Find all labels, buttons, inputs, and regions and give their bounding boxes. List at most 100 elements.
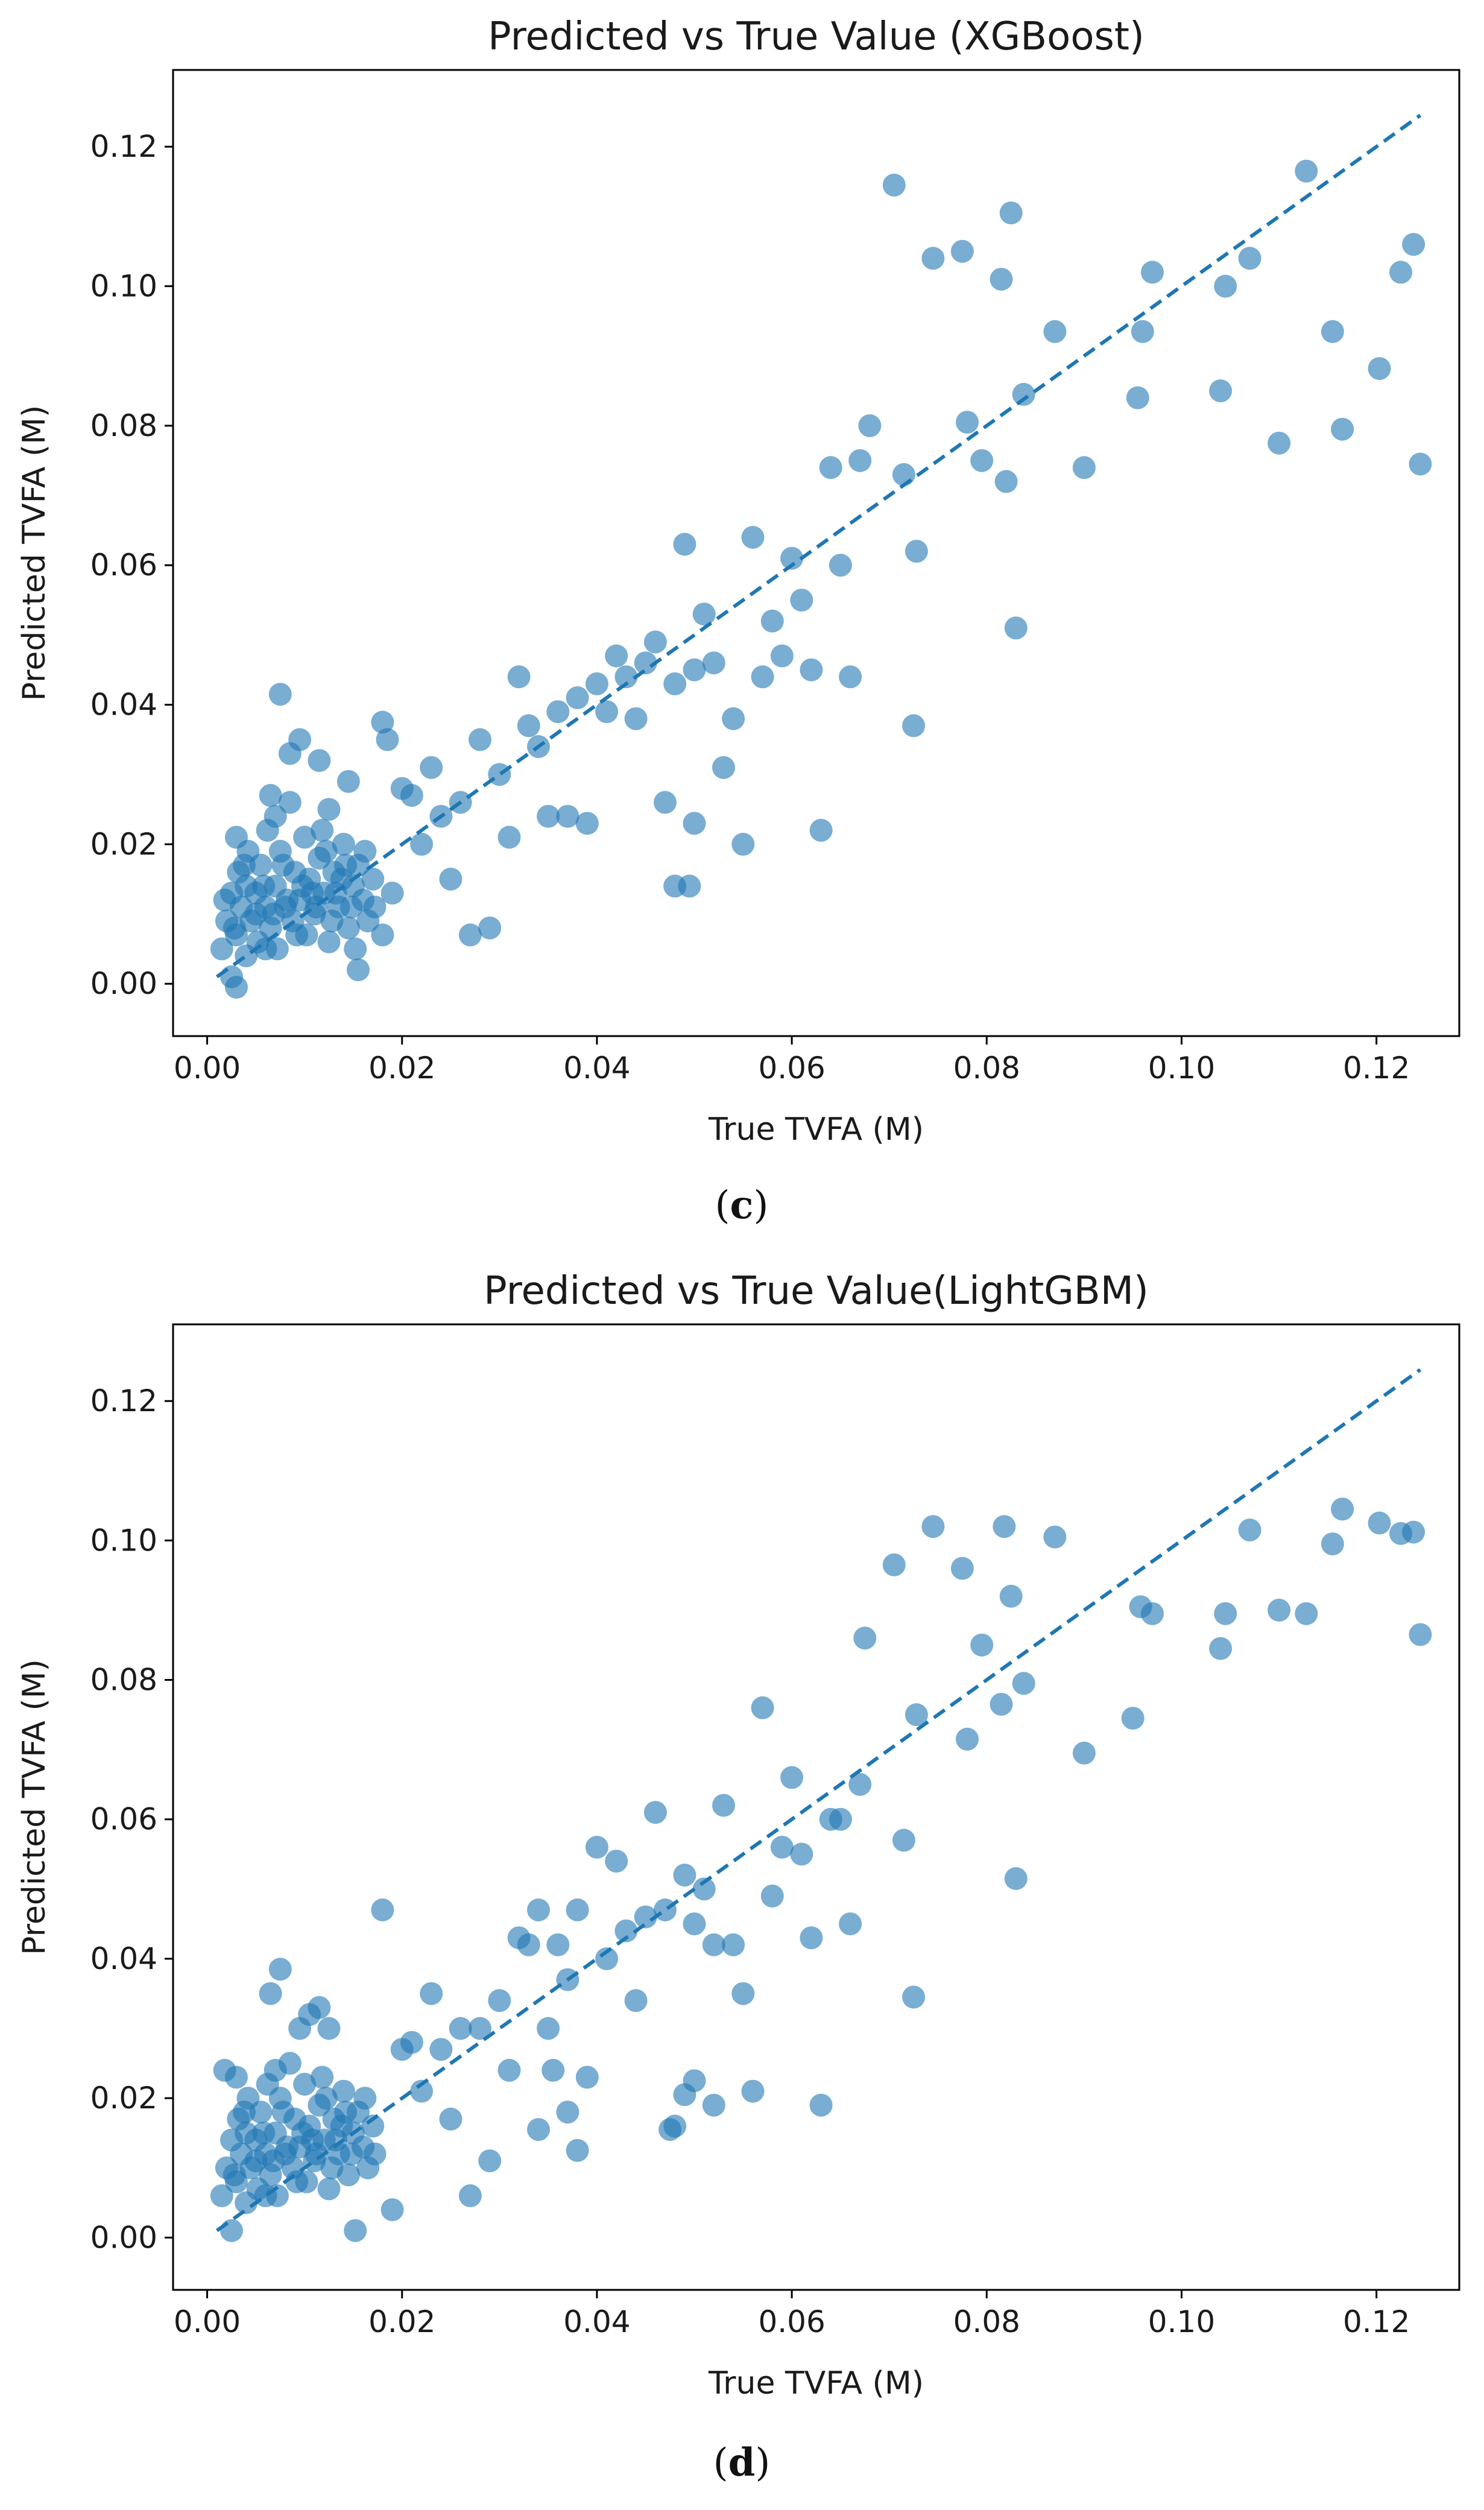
scatter-point — [244, 2149, 268, 2173]
scatter-point — [1214, 274, 1237, 298]
scatter-point — [542, 2058, 565, 2082]
scatter-point — [439, 2107, 463, 2131]
scatter-point — [278, 791, 302, 814]
y-axis-label: Predicted TVFA (M) — [16, 1659, 52, 1955]
scatter-point — [353, 2087, 377, 2110]
caption-letter: c — [730, 1183, 754, 1228]
scatter-point — [380, 881, 404, 905]
scatter-point — [225, 976, 248, 999]
scatter-point — [921, 247, 945, 270]
x-tick-label: 0.10 — [1148, 1051, 1215, 1086]
scatter-point — [994, 470, 1018, 493]
scatter-point — [819, 456, 842, 479]
scatter-point — [334, 2101, 357, 2124]
scatter-point — [575, 812, 599, 835]
scatter-point — [380, 2198, 404, 2222]
scatter-point — [546, 1933, 570, 1956]
scatter-point — [1402, 233, 1426, 256]
scatter-point — [902, 714, 926, 738]
y-tick-label: 0.10 — [90, 1523, 157, 1558]
x-tick-label: 0.08 — [953, 1051, 1020, 1086]
scatter-point — [678, 874, 701, 898]
scatter-point — [1238, 247, 1261, 270]
scatter-point — [1043, 1525, 1067, 1549]
scatter-point — [314, 839, 338, 863]
scatter-point — [332, 832, 355, 856]
scatter-point — [595, 1947, 619, 1970]
y-tick-label: 0.02 — [90, 2081, 157, 2116]
scatter-point — [970, 449, 994, 472]
scatter-point — [1141, 261, 1164, 284]
scatter-point — [882, 173, 906, 197]
scatter-point — [1268, 1598, 1291, 1622]
scatter-point — [527, 1898, 550, 1921]
scatter-point — [566, 2139, 589, 2162]
scatter-point — [223, 916, 246, 940]
scatter-point — [1409, 452, 1432, 476]
scatter-point — [478, 2149, 502, 2173]
scatter-point — [999, 1584, 1023, 1608]
scatter-point — [1012, 382, 1035, 406]
y-tick-label: 0.12 — [90, 1383, 157, 1418]
x-tick-label: 0.08 — [953, 2304, 1020, 2339]
scatter-point — [643, 1801, 667, 1824]
scatter-point — [905, 540, 928, 563]
scatter-point — [458, 923, 482, 947]
y-axis-label: Predicted TVFA (M) — [16, 405, 52, 701]
scatter-point — [233, 2101, 256, 2124]
scatter-point — [220, 2219, 243, 2242]
x-tick-label: 0.06 — [758, 2304, 825, 2339]
scatter-point — [614, 1919, 638, 1943]
scatter-point — [760, 609, 784, 633]
panel-caption: (d) — [713, 2440, 771, 2485]
scatter-point — [249, 853, 273, 877]
scatter-point — [478, 916, 502, 940]
scatter-point — [1043, 320, 1067, 343]
scatter-point — [1004, 1867, 1028, 1890]
scatter-point — [293, 826, 317, 849]
scatter-point — [361, 867, 385, 891]
scatter-point — [311, 2066, 334, 2089]
scatter-point — [741, 526, 765, 549]
scatter-point — [692, 602, 716, 626]
scatter-point — [892, 1829, 915, 1852]
scatter-point — [469, 2017, 491, 2040]
scatter-point — [956, 1727, 979, 1751]
scatter-point — [950, 1557, 974, 1580]
scatter-point — [400, 2031, 423, 2054]
scatter-point — [575, 2066, 599, 2089]
scatter-point — [848, 1772, 872, 1796]
scatter-point — [751, 1696, 774, 1719]
scatter-point — [556, 805, 579, 828]
scatter-point — [921, 1515, 945, 1538]
scatter-point — [252, 874, 276, 898]
scatter-point — [1268, 431, 1291, 455]
scatter-point — [585, 1836, 608, 1859]
scatter-point — [905, 1703, 928, 1727]
chart-panel-0: Predicted vs True Value (XGBoost) 0.00 0.0… — [16, 14, 1460, 1228]
scatter-point — [780, 546, 804, 570]
y-tick-label: 0.00 — [90, 966, 157, 1001]
scatter-point — [722, 707, 745, 730]
y-tick-label: 0.10 — [90, 269, 157, 304]
scatter-point — [410, 2079, 434, 2103]
scatter-point — [848, 449, 872, 472]
scatter-point — [770, 644, 794, 668]
scatter-point — [320, 909, 344, 933]
x-tick-label: 0.00 — [174, 2304, 241, 2339]
scatter-point — [308, 749, 331, 773]
caption-close: ) — [753, 1183, 768, 1228]
y-tick-label: 0.02 — [90, 827, 157, 862]
scatter-point — [712, 756, 735, 779]
scatter-point — [311, 818, 334, 842]
scatter-point — [1321, 320, 1344, 343]
scatter-point — [517, 1933, 540, 1956]
scatter-point — [990, 1693, 1013, 1716]
scatter-point — [347, 958, 370, 982]
scatter-point — [213, 2058, 236, 2082]
scatter-point — [410, 832, 434, 856]
scatter-point — [371, 1898, 394, 1921]
x-tick-label: 0.06 — [758, 1051, 825, 1086]
scatter-point — [683, 1912, 706, 1936]
scatter-point — [829, 1807, 852, 1831]
